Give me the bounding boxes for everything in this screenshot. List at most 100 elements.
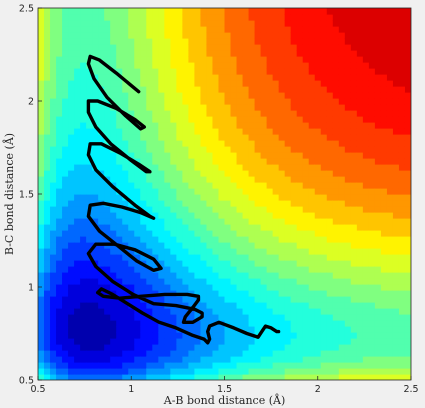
contour-cell [296, 236, 304, 243]
contour-cell [284, 74, 292, 81]
contour-cell [128, 326, 135, 333]
contour-cell [194, 284, 202, 291]
contour-cell [404, 170, 411, 177]
contour-cell [254, 104, 262, 111]
contour-cell [236, 374, 244, 380]
contour-cell [92, 20, 99, 27]
contour-cell [344, 176, 352, 183]
contour-cell [278, 302, 286, 309]
contour-cell [158, 116, 165, 123]
contour-cell [38, 326, 45, 333]
contour-cell [224, 98, 232, 105]
contour-cell [188, 200, 196, 207]
contour-cell [242, 14, 250, 21]
contour-cell [350, 188, 358, 195]
contour-cell [188, 296, 196, 303]
contour-cell [320, 14, 328, 21]
contour-cell [230, 338, 238, 345]
contour-cell [44, 104, 51, 111]
contour-cell [80, 206, 87, 213]
contour-cell [212, 278, 220, 285]
contour-cell [278, 74, 286, 81]
contour-cell [290, 350, 298, 357]
contour-cell [98, 362, 105, 369]
contour-cell [62, 308, 69, 315]
contour-cell [146, 344, 153, 351]
contour-cell [260, 356, 268, 363]
contour-cell [302, 44, 310, 51]
contour-cell [272, 44, 280, 51]
contour-cell [62, 62, 69, 69]
contour-cell [176, 260, 183, 267]
contour-cell [260, 128, 268, 135]
contour-cell [170, 278, 177, 285]
contour-cell [68, 230, 75, 237]
contour-cell [170, 338, 177, 345]
contour-cell [68, 50, 75, 57]
contour-cell [296, 332, 304, 339]
contour-cell [68, 356, 75, 363]
contour-cell [104, 104, 111, 111]
contour-cell [320, 92, 328, 99]
contour-cell [44, 314, 51, 321]
contour-cell [218, 146, 226, 153]
contour-cell [332, 170, 340, 177]
contour-cell [302, 254, 310, 261]
contour-cell [392, 50, 400, 57]
contour-cell [248, 116, 256, 123]
contour-cell [326, 344, 334, 351]
contour-cell [230, 344, 238, 351]
contour-cell [68, 350, 75, 357]
contour-cell [350, 152, 358, 159]
contour-cell [320, 212, 328, 219]
contour-cell [206, 32, 214, 39]
contour-cell [338, 32, 346, 39]
contour-cell [200, 230, 208, 237]
contour-cell [116, 176, 123, 183]
contour-cell [374, 164, 382, 171]
contour-cell [218, 260, 226, 267]
contour-cell [206, 206, 214, 213]
contour-cell [164, 56, 171, 63]
contour-cell [404, 326, 411, 333]
contour-cell [308, 68, 316, 75]
contour-cell [326, 122, 334, 129]
contour-cell [302, 170, 310, 177]
contour-cell [374, 224, 382, 231]
contour-cell [308, 218, 316, 225]
contour-cell [314, 80, 322, 87]
contour-cell [140, 290, 147, 297]
contour-cell [104, 110, 111, 117]
contour-cell [50, 44, 57, 51]
contour-cell [206, 44, 214, 51]
contour-cell [284, 254, 292, 261]
contour-cell [116, 140, 123, 147]
contour-cell [188, 374, 196, 380]
contour-cell [356, 32, 364, 39]
contour-cell [248, 320, 256, 327]
contour-cell [242, 290, 250, 297]
contour-cell [242, 170, 250, 177]
contour-cell [92, 344, 99, 351]
contour-cell [92, 182, 99, 189]
contour-cell [392, 44, 400, 51]
contour-cell [308, 224, 316, 231]
contour-cell [176, 296, 183, 303]
contour-cell [170, 320, 177, 327]
contour-cell [242, 74, 250, 81]
contour-cell [224, 290, 232, 297]
contour-cell [362, 266, 370, 273]
contour-cell [74, 254, 81, 261]
contour-cell [224, 356, 232, 363]
contour-cell [140, 50, 147, 57]
contour-cell [242, 200, 250, 207]
contour-cell [110, 236, 117, 243]
contour-cell [212, 236, 220, 243]
contour-cell [386, 332, 394, 339]
contour-cell [164, 188, 171, 195]
contour-cell [242, 20, 250, 27]
contour-cell [86, 8, 93, 15]
contour-cell [230, 236, 238, 243]
contour-cell [356, 206, 364, 213]
contour-cell [128, 26, 135, 33]
